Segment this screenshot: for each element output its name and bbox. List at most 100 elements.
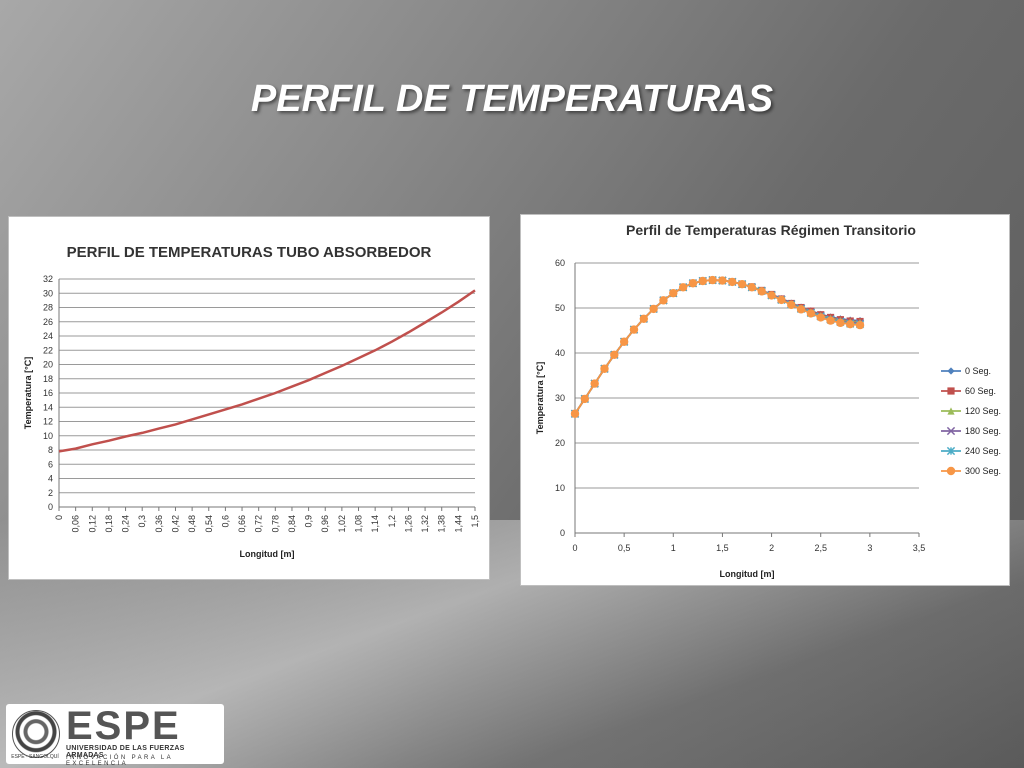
y-tick-label: 10: [555, 483, 565, 493]
x-tick-label: 1,5: [716, 543, 729, 553]
x-tick-label: 2: [769, 543, 774, 553]
x-tick-label: 0,48: [187, 515, 197, 533]
data-point: [728, 277, 737, 287]
chart-panel-transient: Perfil de Temperaturas Régimen Transitor…: [520, 214, 1010, 586]
chart-transient-svg: Perfil de Temperaturas Régimen Transitor…: [535, 222, 1001, 579]
data-point: [600, 364, 609, 373]
y-tick-label: 0: [560, 528, 565, 538]
legend-label: 300 Seg.: [965, 466, 1001, 476]
x-axis-label: Longitud [m]: [240, 549, 295, 559]
series-0-seg: [571, 276, 864, 418]
data-point: [688, 279, 698, 288]
data-point: [826, 316, 835, 325]
x-tick-label: 0: [572, 543, 577, 553]
x-tick-label: 0,9: [304, 515, 314, 528]
x-tick-label: 1,02: [337, 515, 347, 533]
legend-label: 180 Seg.: [965, 426, 1001, 436]
x-tick-label: 0,36: [154, 515, 164, 533]
x-tick-label: 1,14: [370, 515, 380, 533]
data-point: [796, 305, 806, 314]
logo-university-name: UNIVERSIDAD DE LAS FUERZAS ARMADAS: [66, 745, 185, 759]
series-line: [574, 279, 861, 415]
y-tick-label: 24: [43, 331, 53, 341]
y-tick-label: 22: [43, 345, 53, 355]
y-tick-label: 14: [43, 402, 53, 412]
legend-label: 240 Seg.: [965, 446, 1001, 456]
seal-text: ESPE · SANGOLQUÍ: [11, 754, 59, 760]
data-point: [649, 304, 658, 314]
data-point: [757, 287, 766, 296]
y-tick-label: 20: [555, 438, 565, 448]
x-tick-label: 0,72: [254, 515, 264, 533]
chart-absorber-svg: PERFIL DE TEMPERATURAS TUBO ABSORBEDOR 0 2…: [23, 244, 480, 559]
x-tick-label: 0,42: [170, 515, 180, 533]
series-line: [574, 279, 861, 415]
data-point: [698, 276, 707, 286]
y-tick-label: 40: [555, 348, 565, 358]
x-tick-label: 0,3: [137, 515, 147, 528]
x-tick-label: 0,96: [320, 515, 330, 533]
y-tick-label: 32: [43, 274, 53, 284]
data-point: [639, 314, 648, 323]
x-tick-label: 0,6: [220, 515, 230, 528]
data-point: [619, 337, 629, 346]
y-tick-label: 30: [555, 393, 565, 403]
data-point: [678, 283, 688, 292]
series-line: [574, 279, 861, 415]
legend-label: 0 Seg.: [965, 366, 991, 376]
y-tick-label: 18: [43, 374, 53, 384]
y-tick-label: 50: [555, 303, 565, 313]
x-tick-label: 0,24: [121, 515, 131, 533]
x-tick-label: 1,38: [437, 515, 447, 533]
data-point: [669, 288, 678, 298]
data-point: [787, 300, 796, 310]
data-point: [846, 320, 855, 329]
logo-motto: INNOVACIÓN PARA LA EXCELENCIA: [66, 755, 173, 767]
data-point: [610, 350, 619, 359]
y-tick-label: 30: [43, 288, 53, 298]
y-axis-label: Temperatura [°C]: [23, 357, 33, 429]
x-tick-label: 1,5: [470, 515, 480, 528]
series-120-seg: [571, 276, 864, 418]
data-point: [718, 276, 727, 285]
data-point: [816, 313, 825, 322]
y-tick-label: 26: [43, 317, 53, 327]
y-tick-label: 12: [43, 417, 53, 427]
x-tick-label: 0,18: [104, 515, 114, 533]
x-tick-label: 0,06: [71, 515, 81, 533]
data-point: [767, 291, 776, 300]
x-tick-label: 0: [54, 515, 64, 520]
x-axis-label: Longitud [m]: [720, 569, 775, 579]
data-point: [737, 279, 747, 289]
x-tick-label: 0,78: [270, 515, 280, 533]
data-point: [629, 325, 639, 334]
x-tick-label: 1,26: [403, 515, 413, 533]
x-tick-label: 0,84: [287, 515, 297, 533]
x-tick-label: 1: [671, 543, 676, 553]
x-tick-label: 0,66: [237, 515, 247, 533]
data-point: [570, 409, 580, 418]
legend-marker: [947, 407, 955, 415]
data-point: [747, 283, 757, 292]
seal-icon: [12, 710, 60, 758]
series-300-seg: [570, 275, 865, 418]
x-tick-label: 3: [867, 543, 872, 553]
y-tick-label: 16: [43, 388, 53, 398]
legend-label: 60 Seg.: [965, 386, 996, 396]
x-tick-label: 1,32: [420, 515, 430, 533]
y-tick-label: 4: [48, 474, 53, 484]
x-tick-label: 2,5: [814, 543, 827, 553]
espe-logo: ESPE · SANGOLQUÍ ESPE UNIVERSIDAD DE LAS…: [6, 704, 224, 767]
x-tick-label: 0,5: [618, 543, 631, 553]
x-tick-label: 1,08: [354, 515, 364, 533]
slide-title: PERFIL DE TEMPERATURAS: [250, 78, 774, 120]
series-line-absorber: [58, 289, 476, 453]
series-line: [574, 279, 861, 415]
data-point: [855, 320, 865, 330]
y-tick-label: 8: [48, 445, 53, 455]
y-tick-label: 28: [43, 303, 53, 313]
data-point: [836, 318, 845, 328]
chart-title: PERFIL DE TEMPERATURAS TUBO ABSORBEDOR: [67, 244, 432, 261]
series-180-seg: [570, 275, 865, 418]
legend-marker: [946, 446, 956, 456]
